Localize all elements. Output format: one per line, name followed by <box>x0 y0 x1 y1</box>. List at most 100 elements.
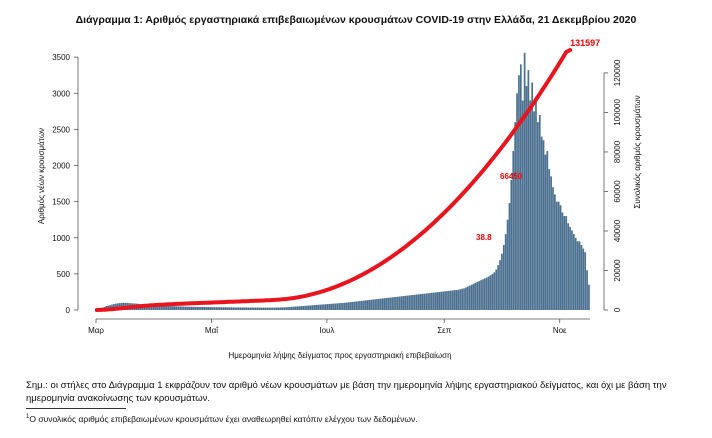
bar <box>412 294 414 310</box>
bar <box>213 307 216 310</box>
bar <box>281 307 284 310</box>
bar <box>290 306 293 310</box>
bar <box>531 82 534 310</box>
bar <box>347 302 350 310</box>
bar <box>222 307 225 310</box>
bar <box>504 234 507 310</box>
bar <box>448 290 450 310</box>
bar <box>192 306 195 310</box>
bar <box>277 307 280 310</box>
y2-tick-label: 20000 <box>613 259 622 282</box>
bar <box>285 307 287 310</box>
bar <box>588 284 590 310</box>
bar <box>234 307 236 310</box>
bar <box>355 301 358 310</box>
bar <box>453 290 456 310</box>
bar <box>468 285 471 310</box>
y2-tick-label: 0 <box>613 307 622 312</box>
footnote: 1Ο συνολικός αριθμός επιβεβαιωμένων κρου… <box>26 414 706 424</box>
bar <box>510 179 513 310</box>
bar <box>254 307 257 310</box>
bar <box>487 276 490 310</box>
bar <box>538 114 541 310</box>
bar <box>508 203 511 310</box>
bar <box>287 307 289 310</box>
bar <box>272 307 274 310</box>
bar <box>239 307 242 310</box>
bar <box>527 70 530 310</box>
bar <box>198 306 200 310</box>
x-tick-label: Ιουλ <box>319 326 334 335</box>
bar <box>325 304 327 310</box>
bar <box>455 289 458 310</box>
bar <box>256 307 259 310</box>
bar <box>166 306 168 310</box>
bar <box>360 300 363 310</box>
bar <box>537 122 539 310</box>
bar <box>408 295 411 310</box>
bar <box>484 278 486 310</box>
bar <box>260 307 263 310</box>
bar <box>472 283 475 310</box>
bar <box>266 307 269 310</box>
footnote-divider <box>26 408 126 409</box>
bar <box>535 96 537 310</box>
bar <box>516 93 518 310</box>
bar <box>463 288 465 310</box>
y-axis-right: 0 20000 40000 60000 80000 100000 120000 <box>603 59 622 312</box>
bar <box>423 293 426 310</box>
bar <box>200 306 202 310</box>
bar <box>188 306 191 310</box>
bar <box>315 304 318 310</box>
bar <box>298 306 301 310</box>
bar <box>400 296 403 310</box>
bar <box>440 291 443 310</box>
bar <box>162 305 164 310</box>
bar <box>292 306 295 310</box>
bar <box>552 187 554 310</box>
bar <box>582 248 585 310</box>
bar <box>349 302 352 310</box>
bar <box>466 286 469 310</box>
bar <box>203 306 206 310</box>
bar <box>181 306 183 310</box>
bar <box>572 234 575 310</box>
bar <box>419 294 422 310</box>
bar <box>340 303 342 310</box>
bar <box>148 304 151 310</box>
bar <box>383 298 386 310</box>
x-tick-label: Νοε <box>553 326 567 335</box>
bar <box>378 298 380 310</box>
bar <box>359 301 361 310</box>
bar <box>571 230 573 310</box>
bar <box>512 151 515 310</box>
bar <box>525 86 528 311</box>
bar <box>296 306 299 310</box>
bar <box>442 291 445 310</box>
bar <box>307 305 310 310</box>
bar <box>194 306 197 310</box>
annotation-total: 131597 <box>570 38 600 48</box>
bar <box>502 244 505 310</box>
bar <box>366 300 369 310</box>
y-axis-label: Αριθμός νέων κρουσμάτων <box>37 128 46 224</box>
bar <box>313 305 316 310</box>
bar <box>343 302 346 310</box>
bar <box>306 305 308 310</box>
note: Σημ.: οι στήλες στο Διάγραμμα 1 εκφράζου… <box>26 380 667 404</box>
bar <box>345 302 348 310</box>
bar <box>230 307 233 310</box>
bar <box>385 298 388 310</box>
bar <box>332 303 335 310</box>
footnote-text: Ο συνολικός αριθμός επιβεβαιωμένων κρουσ… <box>29 414 418 424</box>
bar <box>427 293 429 310</box>
annotation-low: 38.8 <box>476 233 492 242</box>
bar <box>300 306 303 310</box>
bar <box>158 305 161 310</box>
bar <box>294 306 297 310</box>
bar <box>184 306 187 310</box>
bar <box>396 296 399 310</box>
bar <box>374 299 376 310</box>
bar <box>372 299 375 310</box>
y-axis-left: 0 500 1000 1500 2000 2500 3000 3500 <box>52 53 79 315</box>
